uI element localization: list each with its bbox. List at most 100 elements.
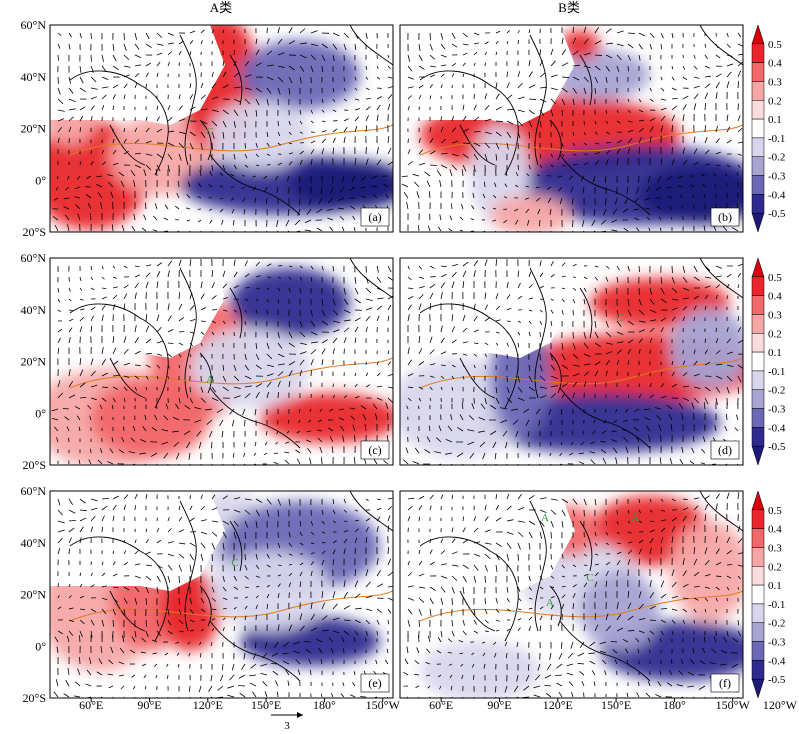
colorbar-label: 0.1 [768,114,782,126]
lon-label: 60°E [429,698,453,712]
colorbar-label: 0.4 [768,524,782,536]
colorbar-label: 0.2 [768,95,782,107]
land-mask [400,25,575,125]
colorbar-label: 0.3 [768,309,782,321]
zero-contour [69,590,393,622]
colorbar-label: -0.4 [768,422,786,434]
zero-contour [419,357,743,389]
column-title-a: A类 [210,0,232,15]
lon-label: 180° [663,698,686,712]
land-mask [50,491,225,591]
coastline [69,491,393,682]
lat-label: 40°N [21,536,47,550]
lat-label: 20°S [23,458,46,472]
colorbar-label: -0.2 [768,385,785,397]
coastline [419,491,743,682]
panel-label-c: (c) [368,443,381,457]
colorbar-label: 0.2 [768,561,782,573]
lon-label: 60°E [79,698,103,712]
lon-label: 180° [313,698,336,712]
lon-label: 120°E [543,698,573,712]
center-marker: A [206,374,214,386]
reference-vector-label: 3 [284,720,290,732]
panel-label-a: (a) [368,210,381,224]
colorbar-label: 0.5 [768,272,782,284]
colorbar-3: 0.5 0.4 0.3 0.2 0.1 -0.1 -0.2 -0.3 -0.4 -0.5 [751,490,786,699]
panel-label-e: (e) [368,676,381,690]
lon-label: 150°W [366,698,401,712]
colorbar-label: -0.4 [768,189,786,201]
lat-label: 20°N [21,588,47,602]
center-marker: A [541,512,549,524]
map-panel-d: (d) C [399,257,744,466]
map-panel-e: (e) C [49,490,394,699]
colorbar-label: -0.1 [768,366,785,378]
colorbar-label: -0.4 [768,655,786,667]
map-panel-c: (c) A [49,257,394,466]
lat-label: 60°N [21,484,47,498]
land-mask [400,491,575,591]
wind-vectors [51,259,393,465]
lat-label: 20°N [21,122,47,136]
wind-vectors [52,27,393,232]
colorbar-label: 0.5 [768,505,782,517]
wind-vectors [403,259,743,465]
lon-label: 150°E [601,698,631,712]
colorbar-label: -0.5 [768,441,786,453]
lon-label: 150°W [716,698,751,712]
colorbar-label: -0.3 [768,637,786,649]
lat-label: 60°N [21,251,47,265]
center-marker: C [616,312,623,324]
zero-contour [419,590,743,622]
lon-label: 120°W [763,698,798,712]
colorbar-label: 0.1 [768,580,782,592]
lat-label: 20°S [23,225,46,239]
lat-label: 0° [35,173,46,187]
colorbar-label: -0.5 [768,674,786,686]
panel-label-f: (f) [719,676,731,690]
lon-label: 150°E [251,698,281,712]
lon-label: 90°E [487,698,511,712]
colorbar-label: -0.5 [768,208,786,220]
colorbar-label: -0.3 [768,404,786,416]
colorbar-label: -0.2 [768,618,785,630]
center-marker: A [631,512,639,524]
colorbar-label: -0.3 [768,171,786,183]
reference-vector: 3 [271,712,303,732]
colorbar-label: 0.1 [768,347,782,359]
coastline [69,258,393,449]
map-panel-f: (f) A A A C [399,490,744,699]
lat-label: 20°N [21,355,47,369]
land-mask [400,258,575,358]
colorbar-label: 0.4 [768,291,782,303]
lat-label: 40°N [21,303,47,317]
colorbar-label: -0.1 [768,599,785,611]
wind-vectors [403,492,743,698]
lon-label: 120°E [193,698,223,712]
colorbar-label: 0.3 [768,542,782,554]
lon-label: 90°E [137,698,161,712]
anomaly-shading [400,278,743,458]
map-panel-b: (b) [399,24,744,233]
center-marker: C [586,572,593,584]
colorbar-2: 0.5 0.4 0.3 0.2 0.1 -0.1 -0.2 -0.3 -0.4 -0.5 [751,257,786,466]
coastline [419,258,743,449]
colorbar-label: 0.4 [768,58,782,70]
lat-label: 60°N [21,18,47,32]
colorbar-1: 0.5 0.4 0.3 0.2 0.1 -0.1 -0.2 -0.3 -0.4 -0.5 [751,24,786,233]
lat-label: 0° [35,406,46,420]
colorbar-label: -0.1 [768,133,785,145]
colorbar-label: -0.2 [768,152,785,164]
land-mask [50,258,225,358]
lat-label: 20°S [23,691,46,705]
zero-contour [69,124,393,156]
lat-label: 40°N [21,70,47,84]
lat-label: 0° [35,639,46,653]
wind-vectors [401,26,743,232]
map-panel-a: (a) C [49,24,394,233]
column-title-b: B类 [558,0,580,15]
colorbar-label: 0.3 [768,76,782,88]
center-marker: C [231,557,238,569]
